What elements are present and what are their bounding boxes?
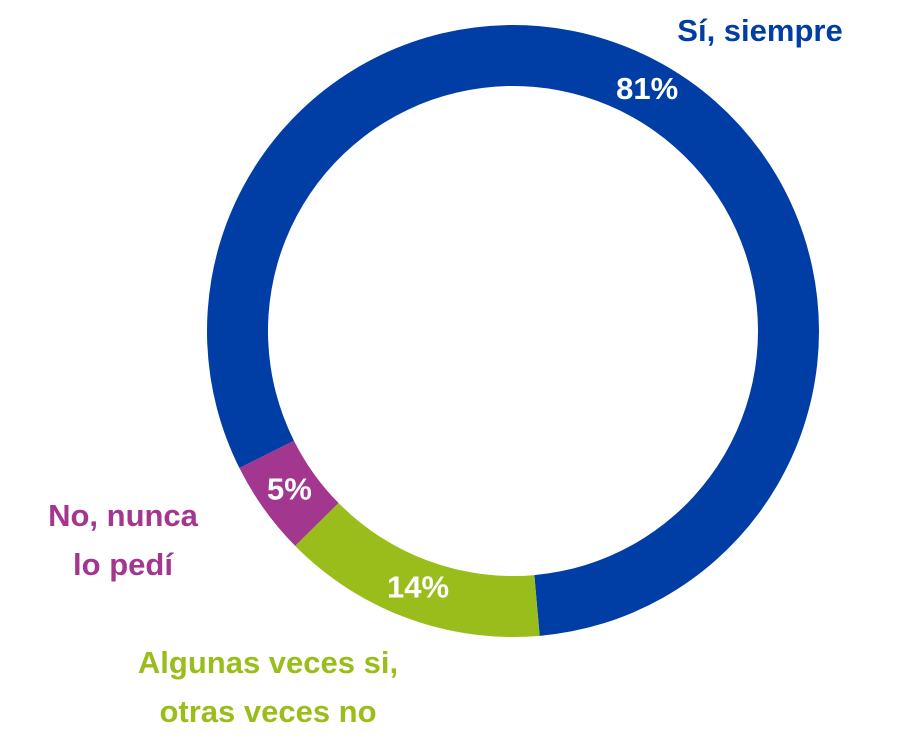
value-label: 5% xyxy=(267,471,312,506)
label-line: otras veces no xyxy=(159,694,376,729)
donut-segment xyxy=(239,440,339,546)
category-label: Algunas veces si, otras veces no xyxy=(138,645,398,729)
label-line: lo pedí xyxy=(73,547,174,582)
category-label: Sí, siempre xyxy=(677,13,842,48)
value-label: 81% xyxy=(616,71,678,106)
donut-segment xyxy=(295,503,540,637)
category-label: No, nunca lo pedí xyxy=(48,498,199,582)
label-line: Sí, siempre xyxy=(677,13,842,48)
label-line: Algunas veces si, xyxy=(138,645,398,680)
label-line: No, nunca xyxy=(48,498,199,533)
value-label: 14% xyxy=(387,569,449,604)
